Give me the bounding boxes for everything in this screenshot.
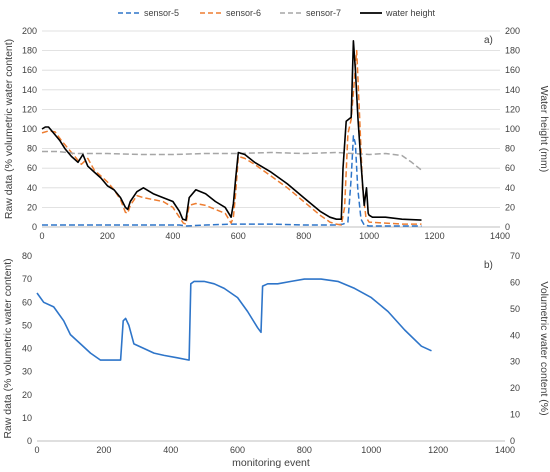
panel-a-y2-tick-label: 40 [505, 183, 515, 193]
panel-a-y-tick-label: 0 [32, 222, 37, 232]
panel-a-gridlines [42, 30, 500, 208]
panel-a-y2-tick-label: 100 [505, 124, 520, 134]
panel-a-y-tick-label: 160 [22, 65, 37, 75]
panel-a-x-tick-label: 1200 [425, 231, 445, 241]
panel-b-y-tick-label: 60 [22, 297, 32, 307]
panel-b-y-tick-label: 0 [27, 436, 32, 446]
panel-b-y2-tick-label: 50 [510, 304, 520, 314]
legend-label-sensor-7: sensor-7 [306, 8, 341, 18]
panel-a-x-tick-label: 800 [296, 231, 311, 241]
panel-a-x-tick-label: 1400 [490, 231, 510, 241]
panel-a-y2-tick-label: 140 [505, 85, 520, 95]
panel-b-x-tick-label: 1000 [361, 445, 381, 455]
panel-a-x-tick-label: 200 [100, 231, 115, 241]
panel-a-y2-tick-label: 160 [505, 65, 520, 75]
panel-b-y2-tick-label: 60 [510, 277, 520, 287]
panel-b-y-tick-label: 30 [22, 367, 32, 377]
panel-a-y-tick-label: 80 [27, 144, 37, 154]
panel-a-y2-tick-label: 0 [505, 222, 510, 232]
panel-b-x-tick-label: 800 [297, 445, 312, 455]
panel-b-y2-axis-label: Volumetric water content (%) [538, 281, 550, 415]
panel-b-x-axis-label: monitoring event [232, 457, 310, 469]
panel-a-y2-tick-label: 200 [505, 26, 520, 36]
panel-a-y-tick-label: 100 [22, 124, 37, 134]
legend-label-sensor-6: sensor-6 [226, 8, 261, 18]
panel-a-x-tick-label: 400 [165, 231, 180, 241]
panel-a-series-line-sensor-7 [42, 150, 422, 171]
legend-label-sensor-5: sensor-5 [144, 8, 179, 18]
panel-a-series [41, 39, 422, 227]
panel-a-chart: sensor-5 sensor-6 sensor-7 water height 0 20… [3, 8, 550, 241]
panel-a-y2-tick-label: 80 [505, 144, 515, 154]
panel-a-y-tick-label: 200 [22, 26, 37, 36]
panel-a-label: a) [484, 35, 493, 46]
panel-b-y2-tick-label: 0 [510, 436, 515, 446]
panel-a-y-tick-label: 120 [22, 104, 37, 114]
panel-a-y-tick-label: 60 [27, 163, 37, 173]
panel-b-x-tick-label: 1400 [495, 445, 515, 455]
panel-a-axes: 0 200 400 600 800 1000 1200 1400020406080100120… [22, 26, 520, 241]
panel-b-x-tick-label: 400 [163, 445, 178, 455]
panel-b-y-tick-label: 40 [22, 344, 32, 354]
panel-b-series-line-1 [36, 278, 432, 361]
panel-a-y2-tick-label: 20 [505, 202, 515, 212]
panel-a-y2-axis-label: Water height (mm) [538, 86, 550, 173]
legend-label-water-height: water height [385, 8, 436, 18]
panel-b-label: b) [484, 260, 493, 271]
panel-a-series-line-water-height [41, 39, 422, 221]
panel-b-y2-tick-label: 40 [510, 330, 520, 340]
panel-a-y2-tick-label: 120 [505, 104, 520, 114]
panel-a-legend: sensor-5 sensor-6 sensor-7 water height [118, 8, 436, 18]
panel-b-y2-tick-label: 30 [510, 357, 520, 367]
panel-b-x-tick-label: 600 [230, 445, 245, 455]
panel-b-x-tick-label: 0 [34, 445, 39, 455]
panel-a-y-tick-label: 40 [27, 183, 37, 193]
panel-b-y-axis-label: Raw data (% volumetric water content) [2, 258, 14, 438]
panel-b-chart: 0 200 400 600 800 1000 1200 1400010203040506070… [2, 251, 550, 469]
panel-a-y2-tick-label: 60 [505, 163, 515, 173]
panel-a-series-line-sensor-5 [42, 135, 422, 227]
panel-b-y2-tick-label: 10 [510, 410, 520, 420]
panel-b-y-tick-label: 80 [22, 251, 32, 261]
panel-b-axes: 0 200 400 600 800 1000 1200 1400010203040506070… [22, 251, 520, 455]
panel-a-x-tick-label: 600 [231, 231, 246, 241]
panel-b-series [36, 278, 432, 361]
panel-b-y-tick-label: 10 [22, 413, 32, 423]
panel-b-y-tick-label: 50 [22, 320, 32, 330]
panel-a-y-tick-label: 20 [27, 202, 37, 212]
panel-a-y-axis-label: Raw data (% volumetric water content) [3, 39, 15, 219]
panel-b-x-tick-label: 200 [96, 445, 111, 455]
panel-b-y2-tick-label: 20 [510, 383, 520, 393]
panel-b-y-tick-label: 70 [22, 274, 32, 284]
panel-b-x-tick-label: 1200 [428, 445, 448, 455]
panel-a-y-tick-label: 140 [22, 85, 37, 95]
panel-a-y-tick-label: 180 [22, 46, 37, 56]
panel-a-x-tick-label: 1000 [359, 231, 379, 241]
panel-b-y2-tick-label: 70 [510, 251, 520, 261]
panel-b-y-tick-label: 20 [22, 390, 32, 400]
panel-a-x-tick-label: 0 [39, 231, 44, 241]
panel-a-y2-tick-label: 180 [505, 46, 520, 56]
